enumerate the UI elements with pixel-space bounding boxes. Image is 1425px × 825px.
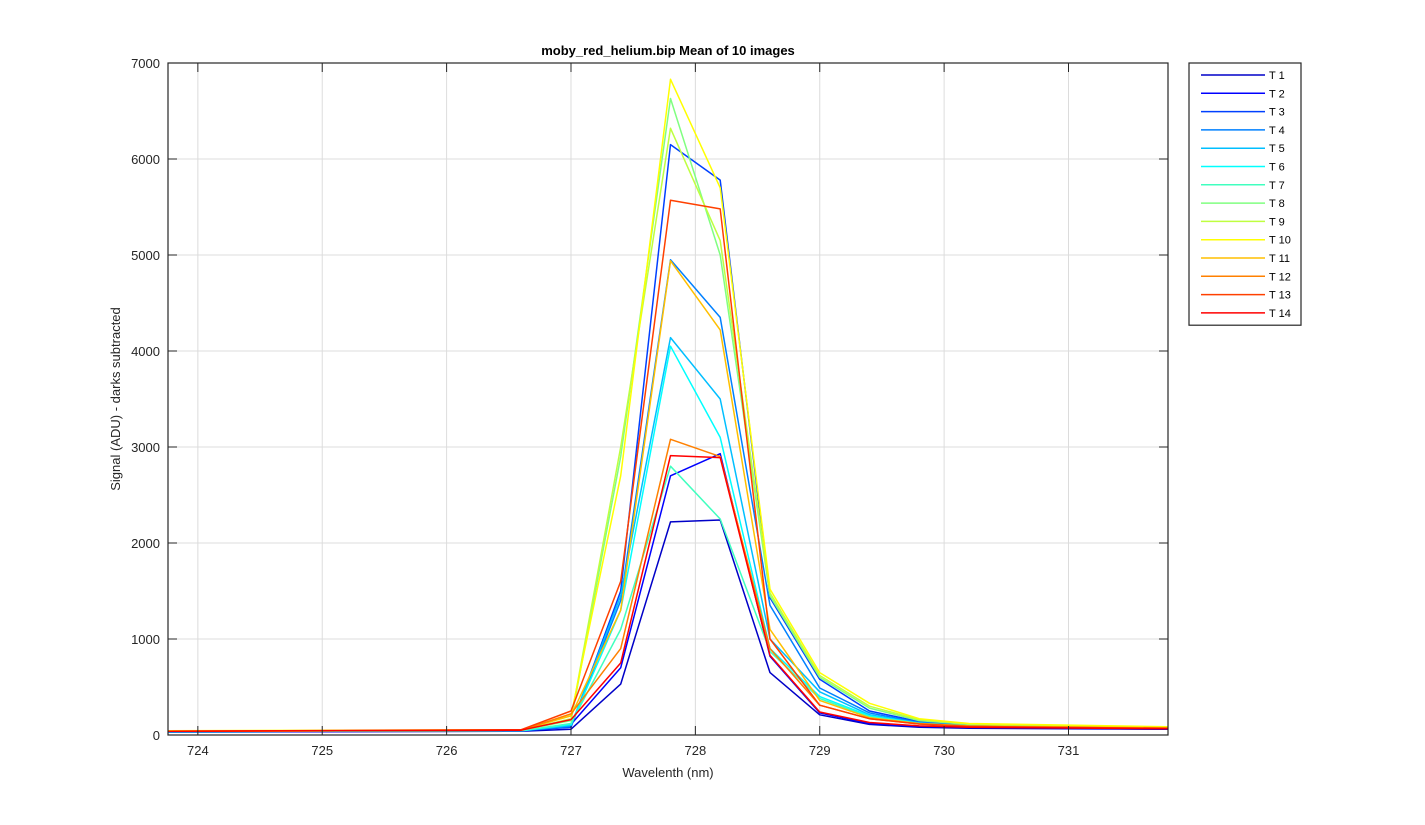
x-tick-label: 728: [685, 743, 707, 758]
series-line-t8: [167, 97, 1169, 732]
y-axis-title: Signal (ADU) - darks subtracted: [108, 307, 123, 491]
y-tick-label: 1000: [131, 632, 160, 647]
series-line-t1: [167, 519, 1169, 733]
y-tick-label: 7000: [131, 56, 160, 71]
legend-label: T 1: [1269, 70, 1285, 82]
axis-ticks: 724 725 726 727 728 729 730 731 0 1000 2000 3000 400…: [131, 56, 1168, 758]
legend-label: T 14: [1269, 308, 1291, 320]
x-tick-label: 729: [809, 743, 831, 758]
series-line-t7: [167, 465, 1169, 733]
x-axis-title: Wavelenth (nm): [622, 765, 713, 780]
series-line-t4: [167, 259, 1169, 733]
series-lines: [167, 78, 1169, 733]
legend-box: [1188, 62, 1302, 326]
x-tick-label: 731: [1058, 743, 1080, 758]
x-tick-label: 724: [187, 743, 209, 758]
legend-label: T 12: [1269, 271, 1291, 283]
series-line-t3: [167, 143, 1169, 733]
y-tick-label: 4000: [131, 344, 160, 359]
legend-label: T 13: [1269, 290, 1291, 302]
axes-frame: [167, 62, 1169, 736]
y-tick-label: 3000: [131, 440, 160, 455]
legend-label: T 9: [1269, 216, 1285, 228]
x-tick-label: 730: [933, 743, 955, 758]
legend-label: T 3: [1269, 107, 1285, 119]
legend-label: T 5: [1269, 143, 1285, 155]
legend-label: T 11: [1269, 253, 1290, 265]
legend-label: T 7: [1269, 180, 1285, 192]
y-tick-label: 5000: [131, 248, 160, 263]
series-line-t10: [167, 78, 1169, 732]
legend-label: T 4: [1269, 125, 1285, 137]
legend-label: T 8: [1269, 198, 1285, 210]
legend-label: T 2: [1269, 88, 1285, 100]
y-tick-label: 0: [153, 728, 160, 743]
legend-label: T 6: [1269, 162, 1285, 174]
chart-title: moby_red_helium.bip Mean of 10 images: [541, 43, 795, 58]
legend-label: T 10: [1269, 235, 1291, 247]
series-line-t14: [167, 454, 1169, 732]
y-tick-label: 2000: [131, 536, 160, 551]
series-line-t2: [167, 452, 1169, 733]
y-tick-label: 6000: [131, 152, 160, 167]
x-tick-label: 726: [436, 743, 458, 758]
legend: T 1 T 2 T 3 T 4 T 5 T 6 T 7 T 8 T 9 T 10 T 11 T 12 T…: [1188, 62, 1302, 326]
series-line-t5: [167, 336, 1169, 733]
series-line-t6: [167, 345, 1169, 733]
series-line-t11: [167, 260, 1169, 732]
series-line-t13: [167, 199, 1169, 732]
x-tick-label: 725: [311, 743, 333, 758]
x-tick-label: 727: [560, 743, 582, 758]
